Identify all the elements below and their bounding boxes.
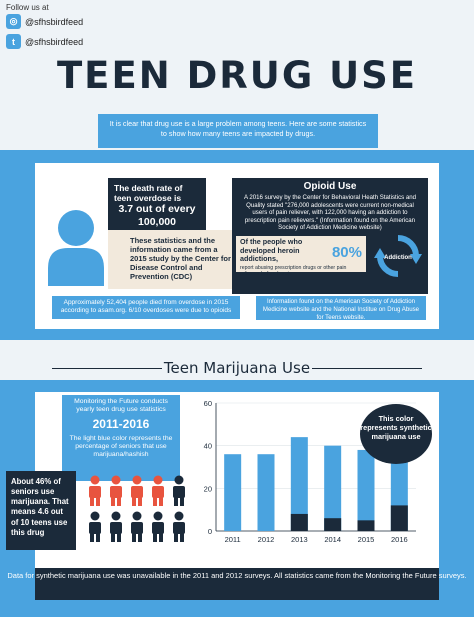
x-tick-label: 2013	[291, 535, 308, 544]
mtf-box: Monitoring the Future conducts yearly te…	[62, 395, 180, 481]
bar-marijuana	[290, 437, 308, 531]
synthetic-legend-bubble: This color represents synthetic marijuan…	[360, 404, 432, 464]
tumblr-handle: @sfhsbirdfeed	[25, 36, 84, 47]
teen-figure	[89, 511, 101, 542]
bar-synthetic	[357, 520, 375, 531]
teen-figure	[110, 511, 122, 542]
y-tick-label: 60	[204, 399, 212, 408]
bar-marijuana	[357, 449, 375, 531]
y-tick-label: 40	[204, 442, 212, 451]
x-tick-label: 2015	[358, 535, 375, 544]
death-rate-label: The death rate of teen overdose is	[114, 183, 183, 204]
y-tick-label: 20	[204, 484, 212, 493]
marijuana-title: Teen Marijuana Use	[163, 359, 311, 377]
teen-figure	[173, 475, 185, 506]
x-tick-label: 2016	[391, 535, 408, 544]
mtf-years: 2011-2016	[92, 417, 150, 432]
y-tick-label: 0	[208, 527, 212, 536]
bar-synthetic	[390, 505, 408, 531]
cdc-source: These statistics and the information cam…	[108, 230, 238, 289]
teen-figure	[152, 475, 164, 506]
teen-figure	[173, 511, 185, 542]
bar-marijuana	[324, 445, 342, 531]
teen-figure	[131, 511, 143, 542]
addiction-cycle-icon: Addiction	[374, 235, 422, 277]
intro-text: It is clear that drug use is a large pro…	[98, 114, 378, 148]
tumblr-link[interactable]: t @sfhsbirdfeed	[6, 33, 83, 50]
twitter-icon: ◎	[6, 14, 21, 29]
cycle-label: Addiction	[384, 255, 412, 261]
opioid-body: A 2016 survey by the Center for Behavior…	[243, 194, 417, 232]
teen-figure	[131, 475, 143, 506]
seniors-box: About 46% of seniors use marijuana. That…	[6, 471, 76, 550]
footer-note: Data for synthetic marijuana use was una…	[7, 571, 467, 580]
title-rule-right	[312, 368, 422, 369]
heroin-note: report abusing prescription drugs or oth…	[240, 264, 347, 278]
overdose-note: Approximately 52,404 people died from ov…	[52, 296, 240, 319]
marijuana-chart: 0 20 40 60 2011 2012 2013 2014 2015 2016	[204, 399, 416, 544]
title-rule-left	[52, 368, 162, 369]
mtf-desc: The light blue color represents the perc…	[69, 434, 173, 459]
bar-marijuana	[257, 454, 275, 531]
teen-figure	[110, 475, 122, 506]
teen-figure	[89, 475, 101, 506]
x-tick-label: 2014	[324, 535, 341, 544]
bar-marijuana	[224, 454, 242, 531]
twitter-link[interactable]: ◎ @sfhsbirdfeed	[6, 13, 83, 30]
twitter-handle: @sfhsbirdfeed	[25, 16, 84, 27]
heroin-box: Of the people who developed heroin addic…	[236, 236, 366, 277]
x-tick-label: 2012	[258, 535, 275, 544]
x-tick-label: 2011	[225, 535, 241, 544]
person-icon	[48, 210, 104, 286]
teen-figure	[152, 511, 164, 542]
death-rate-value: 3.7 out of every 100,000	[118, 203, 196, 228]
heroin-text: Of the people who developed heroin addic…	[240, 237, 303, 264]
heroin-percent: 80%	[331, 244, 362, 261]
follow-label: Follow us at	[6, 3, 49, 12]
opioid-heading: Opioid Use	[303, 181, 357, 192]
asam-note: Information found on the American Societ…	[256, 296, 426, 321]
page-title: TEEN DRUG USE	[56, 54, 418, 97]
footer-bar	[35, 568, 439, 600]
mtf-text: Monitoring the Future conducts yearly te…	[74, 398, 168, 414]
bar-synthetic	[324, 518, 342, 531]
tumblr-icon: t	[6, 34, 21, 49]
teen-figures	[89, 475, 185, 542]
death-rate-box: The death rate of teen overdose is 3.7 o…	[108, 178, 206, 230]
bar-synthetic	[290, 513, 308, 531]
